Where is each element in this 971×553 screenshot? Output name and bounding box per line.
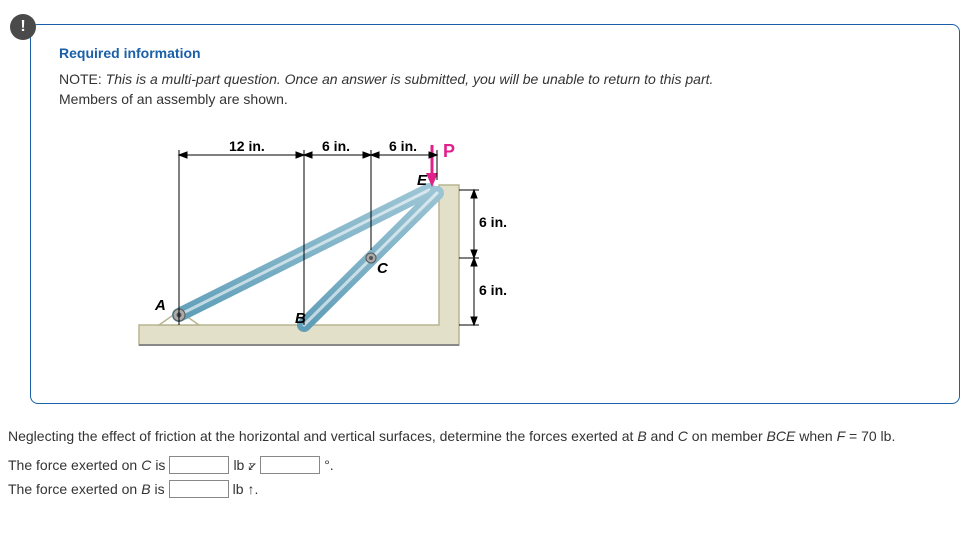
force-p-arrow xyxy=(426,145,438,187)
force-c-magnitude-input[interactable] xyxy=(169,456,229,474)
answer-line-b: The force exerted on B is lb ↑. xyxy=(8,480,963,498)
dim-6c: 6 in. xyxy=(479,214,507,230)
label-p: P xyxy=(443,141,455,161)
force-b-magnitude-input[interactable] xyxy=(169,480,229,498)
note-line-1: NOTE: This is a multi-part question. Onc… xyxy=(59,71,931,87)
question-block: Neglecting the effect of friction at the… xyxy=(8,428,963,498)
alert-icon: ! xyxy=(10,14,36,40)
dim-6b: 6 in. xyxy=(389,138,417,154)
label-a: A xyxy=(154,297,166,314)
answer-line-c: The force exerted on C is lb ⦫ °. xyxy=(8,456,963,474)
assembly-diagram: 12 in. 6 in. 6 in. 6 in. 6 in. P E C A B xyxy=(119,125,519,375)
force-c-angle-input[interactable] xyxy=(260,456,320,474)
dim-12: 12 in. xyxy=(229,138,265,154)
label-b: B xyxy=(295,310,306,327)
label-e: E xyxy=(417,172,428,189)
label-c: C xyxy=(377,260,389,277)
required-header: Required information xyxy=(59,45,931,61)
dim-6d: 6 in. xyxy=(479,282,507,298)
note-prefix: NOTE: xyxy=(59,71,106,87)
question-text: Neglecting the effect of friction at the… xyxy=(8,428,963,444)
info-card: Required information NOTE: This is a mul… xyxy=(30,24,960,404)
swarrow-icon: ⦫ xyxy=(248,457,256,474)
alert-glyph: ! xyxy=(20,18,25,36)
note-italic: This is a multi-part question. Once an a… xyxy=(106,71,714,87)
dim-6a: 6 in. xyxy=(322,138,350,154)
note-line-2: Members of an assembly are shown. xyxy=(59,91,931,107)
